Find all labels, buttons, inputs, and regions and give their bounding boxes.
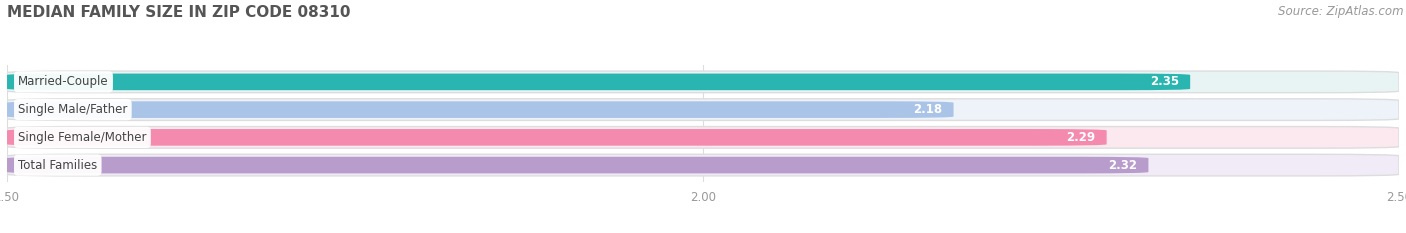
FancyBboxPatch shape [7,101,953,118]
FancyBboxPatch shape [7,127,1399,148]
Text: Total Families: Total Families [18,159,97,171]
FancyBboxPatch shape [7,74,1191,90]
Text: Single Male/Father: Single Male/Father [18,103,128,116]
FancyBboxPatch shape [7,99,1399,120]
FancyBboxPatch shape [7,157,1149,173]
Text: 2.29: 2.29 [1066,131,1095,144]
FancyBboxPatch shape [7,154,1399,176]
Text: 2.18: 2.18 [914,103,942,116]
Text: Source: ZipAtlas.com: Source: ZipAtlas.com [1278,5,1403,18]
Text: 2.32: 2.32 [1108,159,1137,171]
Text: Married-Couple: Married-Couple [18,75,108,88]
Text: MEDIAN FAMILY SIZE IN ZIP CODE 08310: MEDIAN FAMILY SIZE IN ZIP CODE 08310 [7,5,350,20]
FancyBboxPatch shape [7,129,1107,146]
Text: Single Female/Mother: Single Female/Mother [18,131,146,144]
Text: 2.35: 2.35 [1150,75,1180,88]
FancyBboxPatch shape [7,71,1399,93]
